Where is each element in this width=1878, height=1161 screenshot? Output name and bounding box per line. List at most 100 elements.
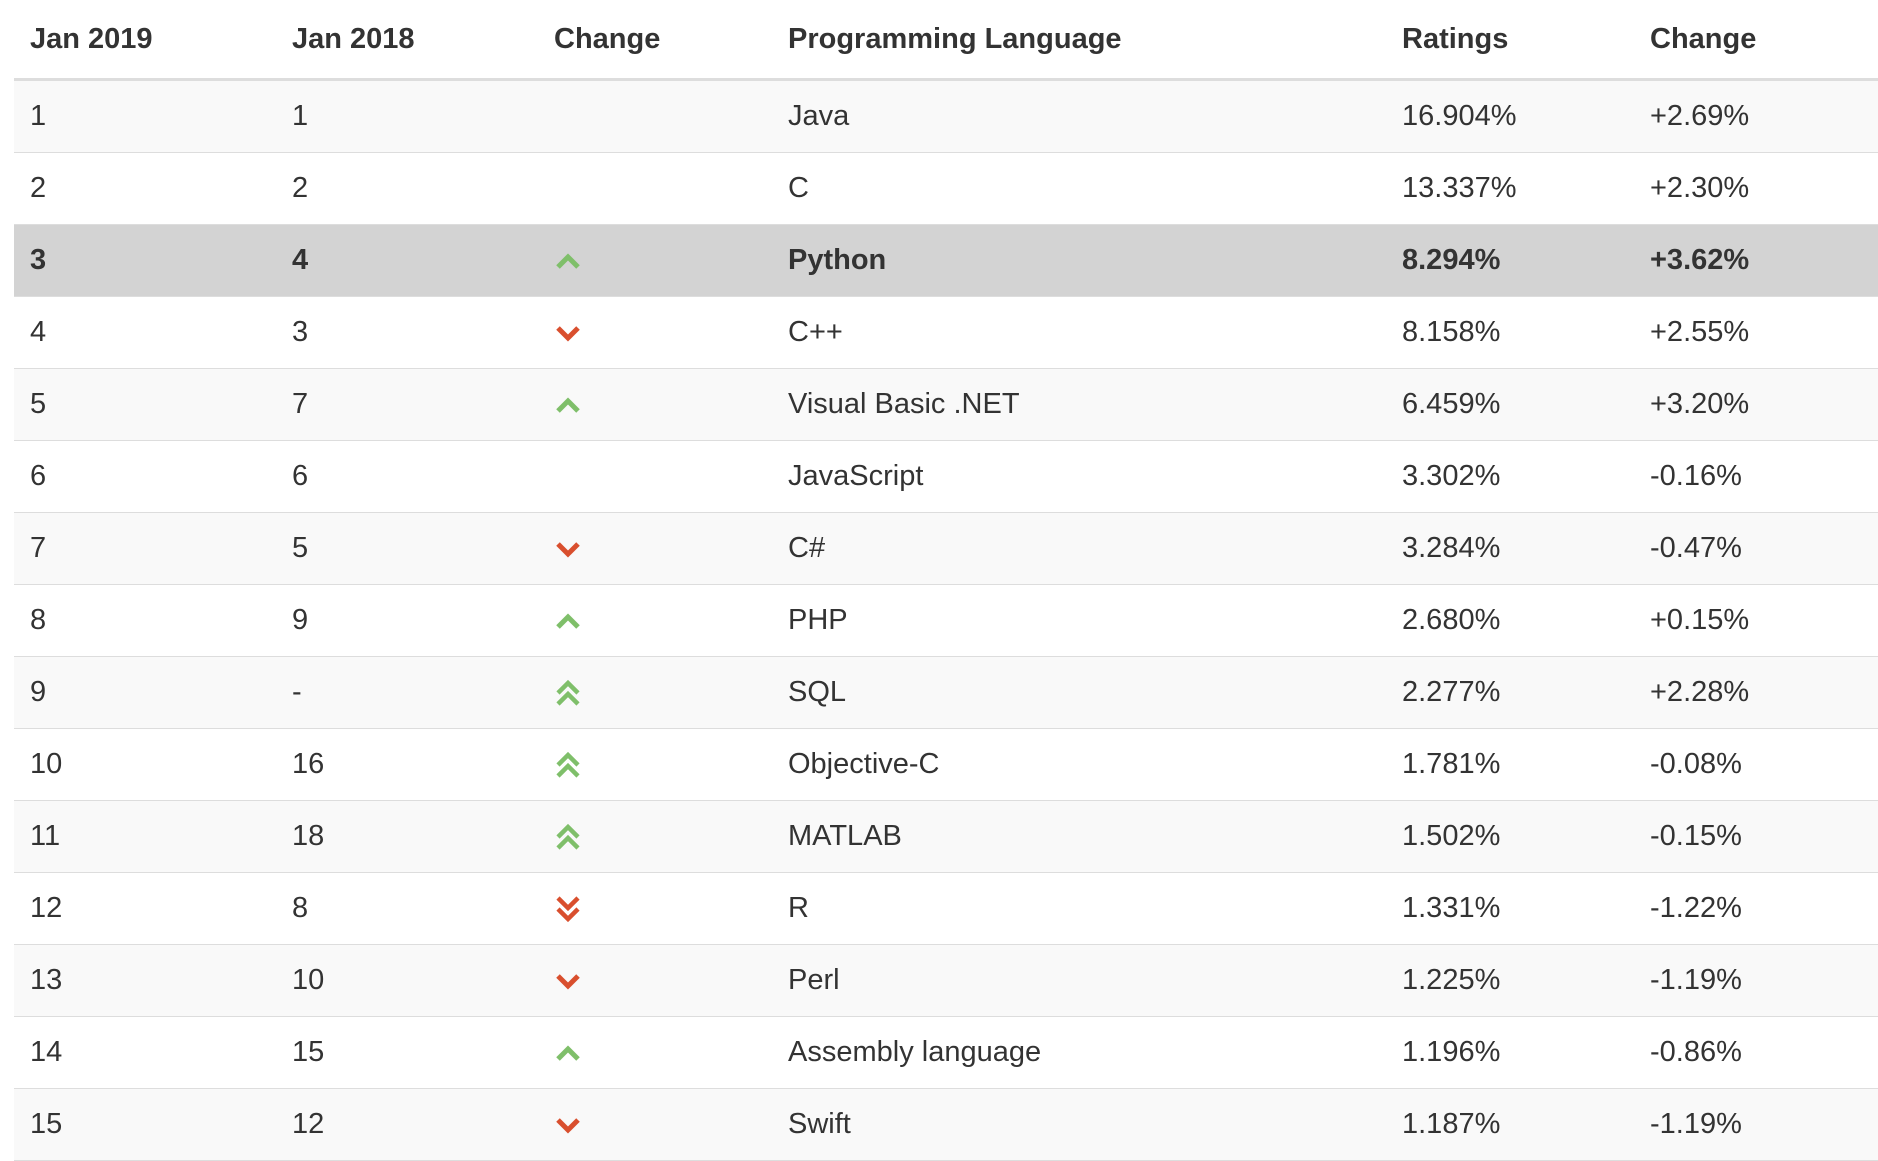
rank-jan-2018: 4 [276, 224, 538, 297]
rank-jan-2018: 2 [276, 152, 538, 225]
rating-value: 8.294% [1386, 224, 1634, 297]
rank-change-cell [538, 1016, 772, 1089]
rank-change-cell [538, 944, 772, 1017]
rank-jan-2018: 7 [276, 368, 538, 441]
table-row: 8 9 PHP 2.680% +0.15% [14, 584, 1878, 657]
rank-jan-2018: - [276, 656, 538, 729]
rating-change-value: -0.16% [1634, 440, 1878, 513]
table-row: 2 2 C 13.337% +2.30% [14, 152, 1878, 225]
rank-jan-2019: 15 [14, 1088, 276, 1161]
rank-jan-2019: 4 [14, 296, 276, 369]
table-row: 10 16 Objective-C 1.781% -0.08% [14, 728, 1878, 801]
double-chevron-down-icon [554, 894, 582, 924]
rank-jan-2019: 10 [14, 728, 276, 801]
chevron-up-icon [554, 246, 582, 276]
rating-change-value: +2.55% [1634, 296, 1878, 369]
rank-jan-2018: 18 [276, 800, 538, 873]
table-row: 6 6 JavaScript 3.302% -0.16% [14, 440, 1878, 513]
rank-change-cell [538, 512, 772, 585]
rank-jan-2019: 14 [14, 1016, 276, 1089]
rating-value: 1.331% [1386, 872, 1634, 945]
chevron-down-icon [554, 318, 582, 348]
header-ratings: Ratings [1386, 0, 1634, 81]
double-chevron-up-icon [554, 678, 582, 708]
rating-change-value: -1.19% [1634, 944, 1878, 1017]
rank-jan-2018: 1 [276, 79, 538, 153]
table-row: 3 4 Python 8.294% +3.62% [14, 224, 1878, 297]
rank-jan-2019: 13 [14, 944, 276, 1017]
rank-change-cell [538, 224, 772, 297]
language-name: JavaScript [772, 440, 1386, 513]
rank-change-cell [538, 728, 772, 801]
rank-jan-2019: 8 [14, 584, 276, 657]
rating-value: 1.187% [1386, 1088, 1634, 1161]
language-name: C# [772, 512, 1386, 585]
rank-change-cell [538, 79, 772, 153]
rank-change-cell [538, 296, 772, 369]
chevron-down-icon [554, 534, 582, 564]
rating-value: 8.158% [1386, 296, 1634, 369]
rank-jan-2019: 2 [14, 152, 276, 225]
chevron-down-icon [554, 966, 582, 996]
chevron-up-icon [554, 606, 582, 636]
chevron-down-icon [554, 1110, 582, 1140]
header-rank-change: Change [538, 0, 772, 81]
rank-jan-2018: 9 [276, 584, 538, 657]
rating-change-value: -0.08% [1634, 728, 1878, 801]
rank-change-cell [538, 872, 772, 945]
rank-jan-2018: 3 [276, 296, 538, 369]
language-name: C [772, 152, 1386, 225]
rank-jan-2019: 6 [14, 440, 276, 513]
chevron-up-icon [554, 390, 582, 420]
language-name: PHP [772, 584, 1386, 657]
table-row: 5 7 Visual Basic .NET 6.459% +3.20% [14, 368, 1878, 441]
rank-jan-2019: 11 [14, 800, 276, 873]
rank-jan-2018: 8 [276, 872, 538, 945]
table-row: 7 5 C# 3.284% -0.47% [14, 512, 1878, 585]
chevron-up-icon [554, 1038, 582, 1068]
table-row: 11 18 MATLAB 1.502% -0.15% [14, 800, 1878, 873]
language-name: Python [772, 224, 1386, 297]
rating-value: 1.502% [1386, 800, 1634, 873]
header-jan-2019: Jan 2019 [14, 0, 276, 81]
rating-change-value: +0.15% [1634, 584, 1878, 657]
rating-change-value: -0.86% [1634, 1016, 1878, 1089]
header-programming-language: Programming Language [772, 0, 1386, 81]
language-name: Swift [772, 1088, 1386, 1161]
double-chevron-up-icon [554, 822, 582, 852]
rating-value: 16.904% [1386, 79, 1634, 153]
table-row: 9- SQL 2.277% +2.28% [14, 656, 1878, 729]
rank-jan-2019: 5 [14, 368, 276, 441]
language-name: Java [772, 79, 1386, 153]
language-name: Visual Basic .NET [772, 368, 1386, 441]
rank-jan-2018: 6 [276, 440, 538, 513]
table-row: 1 1 Java 16.904% +2.69% [14, 79, 1878, 153]
rating-value: 6.459% [1386, 368, 1634, 441]
table-row: 13 10 Perl 1.225% -1.19% [14, 944, 1878, 1017]
rating-change-value: +2.30% [1634, 152, 1878, 225]
rating-value: 3.284% [1386, 512, 1634, 585]
rank-jan-2018: 16 [276, 728, 538, 801]
rating-change-value: -1.22% [1634, 872, 1878, 945]
language-name: MATLAB [772, 800, 1386, 873]
rating-change-value: -0.47% [1634, 512, 1878, 585]
ranking-table-container: Jan 2019 Jan 2018 Change Programming Lan… [14, 0, 1878, 1161]
rank-change-cell [538, 440, 772, 513]
rating-change-value: +2.69% [1634, 79, 1878, 153]
rating-value: 2.680% [1386, 584, 1634, 657]
table-row: 12 8 R 1.331% -1.22% [14, 872, 1878, 945]
table-header-row: Jan 2019 Jan 2018 Change Programming Lan… [14, 0, 1878, 81]
ranking-table: Jan 2019 Jan 2018 Change Programming Lan… [14, 0, 1878, 1161]
language-name: Perl [772, 944, 1386, 1017]
rank-change-cell [538, 152, 772, 225]
language-name: C++ [772, 296, 1386, 369]
rank-jan-2018: 15 [276, 1016, 538, 1089]
rank-jan-2019: 9 [14, 656, 276, 729]
language-name: Assembly language [772, 1016, 1386, 1089]
rating-change-value: -0.15% [1634, 800, 1878, 873]
rank-change-cell [538, 1088, 772, 1161]
rating-change-value: +2.28% [1634, 656, 1878, 729]
table-row: 4 3 C++ 8.158% +2.55% [14, 296, 1878, 369]
rating-change-value: +3.20% [1634, 368, 1878, 441]
language-name: R [772, 872, 1386, 945]
